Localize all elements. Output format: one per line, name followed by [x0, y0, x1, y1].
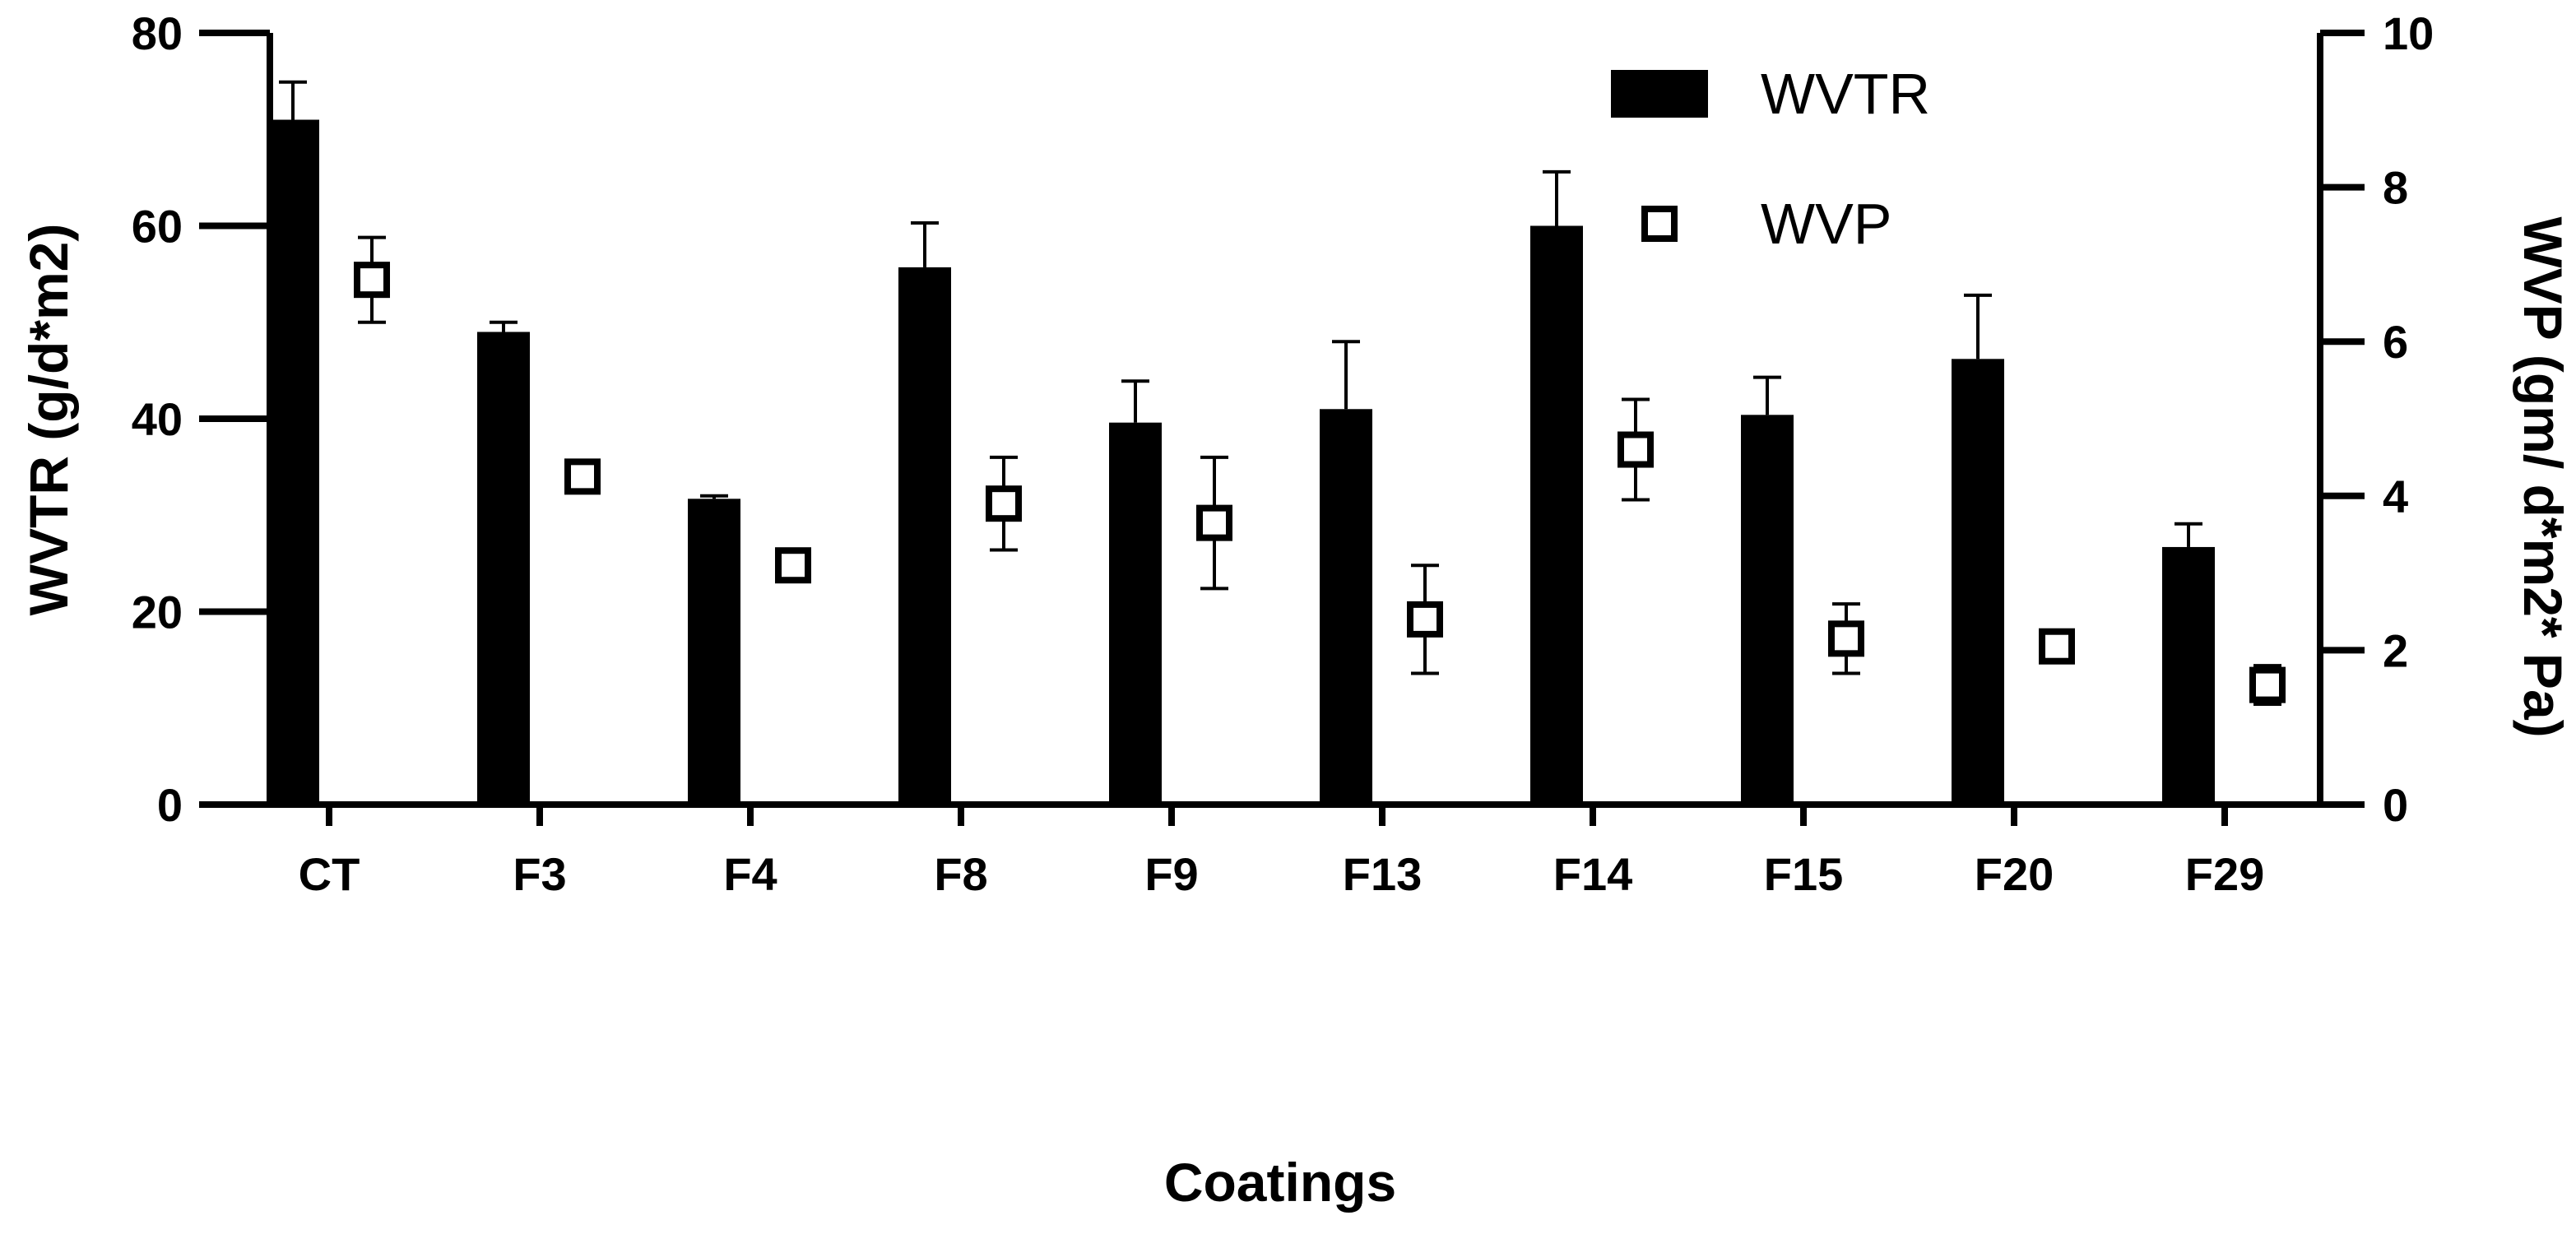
wvtr-bar-f29: [2162, 546, 2215, 805]
wvtr-bar-f3: [477, 332, 530, 805]
wvtr-bar-f9: [1109, 422, 1162, 805]
x-tick-label-f15: F15: [1764, 848, 1844, 900]
wvp-point-f20: [2039, 628, 2075, 665]
y2-tick-label-10: 10: [2383, 7, 2434, 59]
x-tick-label-f4: F4: [723, 848, 777, 900]
y-axis-title: WVTR (g/d*m2): [18, 224, 79, 616]
legend-wvp-marker: [1641, 206, 1678, 242]
y2-tick-label-2: 2: [2383, 624, 2408, 676]
wvp-point-f14: [1618, 431, 1654, 468]
wvp-point-f3: [564, 458, 601, 495]
legend-wvtr-label: WVTR: [1761, 62, 1930, 126]
x-tick-label-f14: F14: [1553, 848, 1633, 900]
x-tick-label-f13: F13: [1343, 848, 1423, 900]
wvp-point-f9: [1196, 504, 1232, 541]
x-tick-label-f20: F20: [1975, 848, 2054, 900]
y2-axis-title: WVP (gm/ d*m2* Pa): [2513, 216, 2574, 737]
wvp-point-ct: [354, 262, 390, 299]
y2-tick-label-6: 6: [2383, 316, 2408, 368]
x-tick-label-f29: F29: [2185, 848, 2265, 900]
y-tick-label-60: 60: [132, 201, 183, 253]
y-tick-label-20: 20: [132, 587, 183, 638]
y2-tick-label-8: 8: [2383, 162, 2408, 214]
wvtr-bar-f14: [1530, 225, 1583, 805]
wvp-point-f4: [775, 547, 811, 584]
x-tick-label-ct: CT: [299, 848, 360, 900]
wvtr-bar-f15: [1741, 415, 1794, 805]
y-tick-label-80: 80: [132, 7, 183, 59]
legend-wvp-label: WVP: [1761, 192, 1891, 256]
x-tick-label-f9: F9: [1144, 848, 1198, 900]
wvtr-bar-f13: [1320, 409, 1372, 805]
plot-area: [267, 80, 2286, 805]
y-tick-label-0: 0: [157, 779, 183, 831]
wvtr-bar-f8: [898, 267, 951, 805]
wvtr-bar-f4: [688, 499, 740, 805]
wvp-point-f8: [986, 485, 1022, 522]
y-tick-label-40: 40: [132, 393, 183, 445]
wvp-point-f13: [1407, 601, 1443, 638]
ticks: CT F3 F4 F8 F9 F13 F14 F15 F20 F29 0 20 40 60 80 0 2 4 6 8 1…: [132, 7, 2434, 900]
x-axis-title: Coatings: [1164, 1152, 1396, 1213]
legend-wvtr-swatch: [1611, 70, 1708, 118]
wvp-point-f29: [2249, 666, 2286, 703]
legend: WVTR WVP: [1611, 62, 1930, 256]
y2-tick-label-0: 0: [2383, 779, 2408, 831]
y2-tick-label-4: 4: [2383, 471, 2408, 522]
wvp-point-f15: [1828, 620, 1864, 657]
x-tick-label-f8: F8: [934, 848, 987, 900]
wvtr-bar-f20: [1952, 359, 2004, 805]
wvtr-bar-ct: [267, 119, 319, 805]
x-tick-label-f3: F3: [513, 848, 566, 900]
